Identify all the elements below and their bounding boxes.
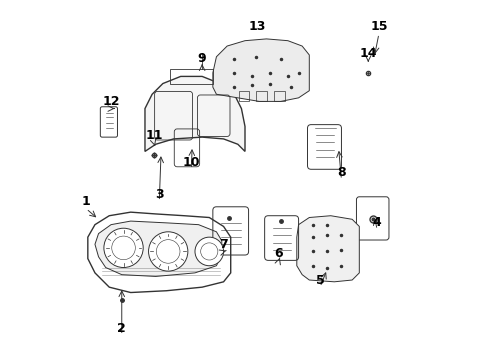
Bar	[256, 91, 267, 102]
Polygon shape	[213, 39, 309, 102]
Text: 5: 5	[316, 274, 324, 287]
Text: 14: 14	[360, 47, 377, 60]
Text: 15: 15	[370, 20, 388, 33]
FancyBboxPatch shape	[100, 107, 118, 137]
Circle shape	[104, 228, 143, 267]
Text: 7: 7	[219, 238, 228, 251]
Text: 10: 10	[183, 156, 200, 168]
Text: 9: 9	[198, 52, 206, 65]
FancyBboxPatch shape	[356, 197, 389, 240]
Polygon shape	[88, 212, 231, 293]
Polygon shape	[145, 76, 245, 152]
Circle shape	[195, 237, 223, 266]
Text: 3: 3	[155, 188, 164, 201]
Text: 13: 13	[249, 20, 266, 33]
Bar	[274, 91, 285, 102]
Circle shape	[148, 232, 188, 271]
Text: 2: 2	[118, 322, 126, 335]
Text: 4: 4	[373, 216, 382, 229]
Bar	[170, 69, 213, 84]
Polygon shape	[297, 216, 359, 282]
Text: 1: 1	[82, 195, 91, 208]
Text: 8: 8	[337, 166, 346, 179]
Polygon shape	[95, 221, 222, 276]
Text: 12: 12	[102, 95, 120, 108]
Text: 11: 11	[145, 129, 163, 142]
Bar	[239, 91, 249, 102]
Text: 6: 6	[274, 247, 283, 260]
